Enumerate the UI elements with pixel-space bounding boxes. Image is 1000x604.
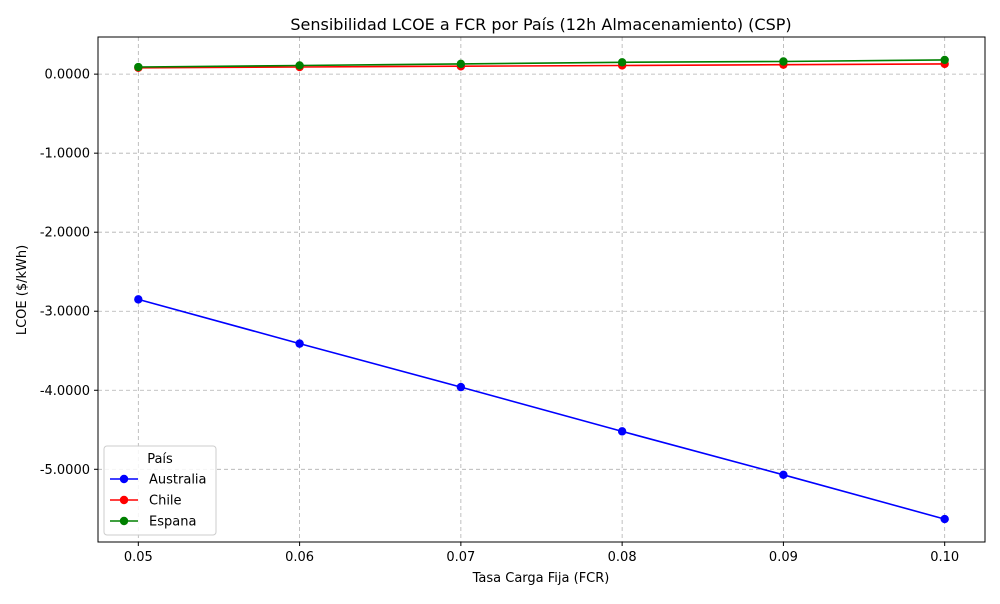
data-point-australia (456, 382, 466, 392)
legend-box (103, 445, 217, 536)
legend-label-espana: Espana (149, 515, 196, 530)
y-tick-label: 0.0000 (45, 68, 91, 83)
x-tick-label: 0.10 (930, 550, 959, 565)
data-point-australia (779, 470, 788, 480)
legend-marker-australia (119, 474, 129, 484)
series-line-chile (138, 63, 945, 69)
series-layer (134, 55, 949, 524)
y-axis-label: LCOE ($/kWh) (15, 245, 30, 335)
y-tick-label: -4.0000 (40, 384, 90, 399)
grid-layer (98, 37, 985, 542)
x-axis-label: Tasa Carga Fija (FCR) (472, 571, 610, 586)
data-point-espana (617, 58, 627, 67)
data-point-australia (617, 427, 627, 436)
y-tick-label: -2.0000 (40, 226, 90, 241)
x-tick-label: 0.08 (608, 550, 637, 565)
series-line-espana (138, 59, 945, 68)
y-tick-label: -5.0000 (40, 463, 90, 478)
legend-label-australia: Australia (149, 473, 207, 488)
data-point-espana (295, 61, 304, 70)
data-point-australia (295, 339, 304, 348)
y-tick-label: -1.0000 (40, 147, 90, 162)
legend-marker-espana (119, 516, 129, 526)
legend-marker-chile (119, 495, 129, 505)
chart-title: Sensibilidad LCOE a FCR por País (12h Al… (290, 15, 791, 34)
data-point-espana (456, 59, 466, 69)
data-point-australia (134, 295, 143, 304)
series-line-australia (138, 298, 945, 520)
y-ticks: 0.0000 -1.0000 -2.0000 -3.0000 -4.0000 -5.000… (40, 68, 98, 478)
data-point-espana (779, 57, 788, 66)
legend: País Australia Chile Espana (103, 445, 217, 536)
data-point-australia (940, 514, 949, 524)
x-ticks: 0.05 0.06 0.07 0.08 0.09 0.10 (124, 542, 959, 565)
x-tick-label: 0.06 (285, 550, 314, 565)
x-tick-label: 0.07 (446, 550, 475, 565)
data-point-espana (940, 55, 949, 65)
x-tick-label: 0.05 (124, 550, 153, 565)
plot-area-frame (97, 36, 986, 543)
legend-label-chile: Chile (149, 494, 182, 509)
data-point-espana (134, 62, 143, 72)
x-tick-label: 0.09 (769, 550, 798, 565)
y-tick-label: -3.0000 (40, 305, 90, 320)
legend-title: País (147, 452, 173, 467)
